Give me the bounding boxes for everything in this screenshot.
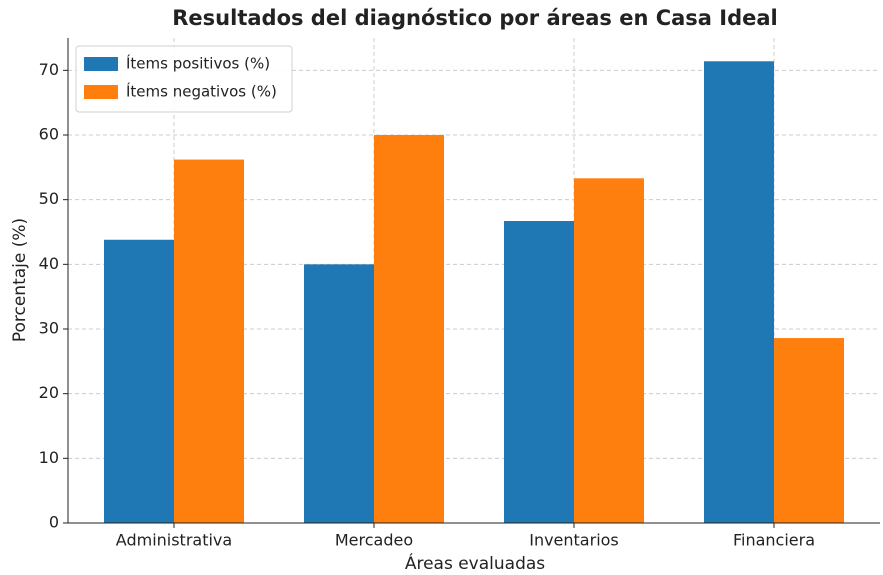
bar: [774, 338, 844, 523]
legend: Ítems positivos (%) Ítems negativos (%): [75, 45, 293, 113]
y-tick-label: 20: [39, 383, 59, 402]
y-tick-label: 10: [39, 448, 59, 467]
bar: [174, 159, 244, 523]
bar: [704, 61, 774, 523]
y-tick-label: 30: [39, 319, 59, 338]
y-tick-label: 40: [39, 254, 59, 273]
x-tick-label: Mercadeo: [335, 531, 413, 550]
bar: [504, 221, 574, 524]
bar: [374, 135, 444, 523]
bar: [574, 178, 644, 523]
bar: [304, 264, 374, 523]
bar: [104, 239, 174, 523]
x-tick-label: Financiera: [733, 531, 815, 550]
chart-title: Resultados del diagnóstico por áreas en …: [172, 6, 777, 30]
legend-box: [75, 45, 293, 113]
y-axis-label: Porcentaje (%): [10, 218, 30, 342]
x-tick-label: Inventarios: [529, 531, 619, 550]
y-tick-label: 70: [39, 60, 59, 79]
legend-label: Ítems negativos (%): [126, 82, 277, 101]
y-tick-label: 50: [39, 189, 59, 208]
legend-label: Ítems positivos (%): [126, 54, 270, 73]
legend-swatch: [84, 85, 118, 99]
y-tick-label: 60: [39, 125, 59, 144]
legend-swatch: [84, 57, 118, 71]
x-tick-label: Administrativa: [116, 531, 232, 550]
x-axis-label: Áreas evaluadas: [405, 552, 545, 574]
y-tick-label: 0: [49, 513, 59, 532]
